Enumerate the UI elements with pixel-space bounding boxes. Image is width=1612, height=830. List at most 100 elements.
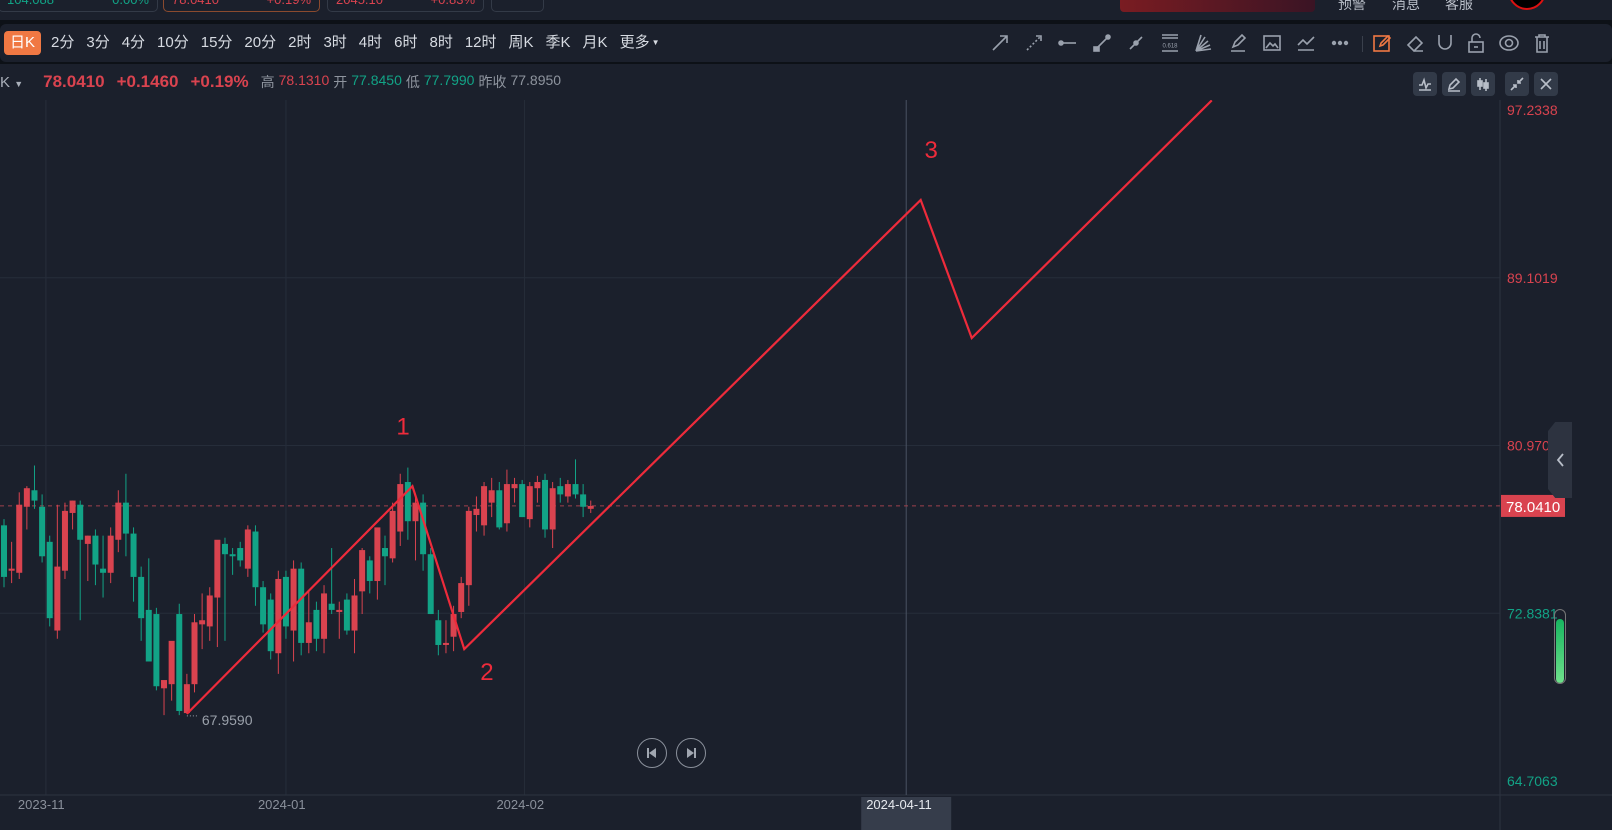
candle-body (435, 620, 442, 645)
period-tab-6[interactable]: 20分 (242, 31, 278, 55)
period-tab-5[interactable]: 15分 (199, 31, 235, 55)
line-segment-tool[interactable] (1090, 31, 1114, 55)
close-icon (1540, 78, 1552, 90)
candle-body (46, 541, 53, 619)
chart-type-button[interactable] (1471, 72, 1495, 96)
period-more-dropdown[interactable]: 更多 ▼ (618, 31, 662, 55)
candle (351, 578, 358, 654)
jump-start-button[interactable] (637, 738, 667, 768)
current-price-tag-label: 78.0410 (1506, 499, 1560, 516)
period-tab-4[interactable]: 10分 (155, 31, 191, 55)
candle-body (587, 505, 594, 509)
trash-icon (1535, 34, 1549, 53)
image-tool[interactable] (1260, 31, 1284, 55)
candle (191, 614, 198, 693)
promo-banner[interactable] (1120, 0, 1315, 12)
candle-body (511, 484, 518, 489)
candle-body (412, 502, 419, 522)
indicator-button[interactable] (1413, 72, 1437, 96)
alerts-link[interactable]: 预警 (1338, 0, 1366, 12)
period-tab-14[interactable]: 季K (544, 31, 573, 55)
period-tab-0[interactable]: 日K (4, 31, 42, 55)
period-tab-15[interactable]: 月K (581, 31, 610, 55)
support-link[interactable]: 客服 (1445, 0, 1473, 12)
candle-body (420, 502, 427, 555)
highlighter-tool[interactable] (1226, 31, 1250, 55)
candle-body (366, 560, 373, 582)
symbol-selector[interactable]: K ▼ (0, 74, 23, 91)
pencil-icon (1373, 34, 1392, 52)
period-tab-3[interactable]: 4分 (120, 31, 147, 55)
eye-tool[interactable] (1497, 31, 1521, 55)
candle-body (23, 488, 30, 507)
pencil-tool[interactable] (1370, 31, 1394, 55)
dashed-arrow-tool[interactable] (1022, 31, 1046, 55)
candle (458, 576, 465, 619)
candle-body (107, 535, 114, 573)
candle (54, 504, 61, 639)
fan-tool[interactable] (1192, 31, 1216, 55)
time-tick-label: 2024-02 (496, 797, 544, 812)
horizontal-segment-tool[interactable] (1056, 31, 1080, 55)
candle (183, 673, 190, 714)
candle-body (313, 609, 320, 639)
more-tool[interactable] (1328, 31, 1352, 55)
period-tab-11[interactable]: 8时 (427, 31, 454, 55)
trash-tool[interactable] (1530, 31, 1554, 55)
candle (496, 482, 503, 530)
fan-icon (1195, 34, 1212, 52)
trend-chart-tool[interactable] (1294, 31, 1318, 55)
candle (206, 587, 213, 641)
price-tick-label: 97.2338 (1507, 102, 1558, 118)
period-tab-2[interactable]: 3分 (84, 31, 111, 55)
add-ticker-card[interactable] (491, 0, 544, 12)
arrow-tool[interactable] (988, 31, 1012, 55)
ticker-card[interactable]: 2045.10 +0.83% (327, 0, 484, 12)
wave-label-2: 2 (480, 659, 493, 686)
period-tab-13[interactable]: 周K (507, 31, 536, 55)
period-tab-12[interactable]: 12时 (463, 31, 499, 55)
jump-end-button[interactable] (676, 738, 706, 768)
kline-chart[interactable]: 67.9590 1 2 3 97.2338 89.1019 80.9700 72.8381 64… (0, 100, 1612, 830)
candle-body (290, 568, 297, 631)
ohlc-summary: 高 78.1310 开 77.8450 低 77.7990 昨收 77.8950 (261, 72, 561, 92)
candle (511, 477, 518, 503)
candle (46, 535, 53, 627)
symbol-label: K (0, 73, 11, 91)
candle-body (549, 488, 556, 530)
close-button[interactable] (1534, 72, 1558, 96)
period-tab-1[interactable]: 2分 (49, 31, 76, 55)
candle (153, 607, 160, 691)
collapse-button[interactable] (1505, 72, 1529, 96)
period-tab-9[interactable]: 4时 (357, 31, 384, 55)
side-panel-toggle[interactable] (1548, 422, 1572, 498)
candle (526, 482, 533, 528)
ray-tool[interactable] (1124, 31, 1148, 55)
magnet-tool[interactable] (1433, 31, 1457, 55)
candle (260, 581, 267, 633)
candle (199, 593, 206, 650)
chart-canvas[interactable]: 67.9590 1 2 3 97.2338 89.1019 80.9700 72.8381 64… (0, 100, 1612, 830)
chevron-left-icon (1556, 453, 1564, 467)
candle-body (61, 510, 68, 571)
candle-body (206, 595, 213, 627)
period-label: 8时 (429, 34, 453, 51)
trend-chart-icon (1297, 36, 1315, 51)
eraser-tool[interactable] (1403, 31, 1427, 55)
period-tab-10[interactable]: 6时 (392, 31, 419, 55)
candle (298, 562, 305, 656)
ticker-card[interactable]: 104.088 0.00% (0, 0, 158, 12)
period-label: 4分 (121, 34, 146, 51)
prev-close-value: 77.8950 (510, 72, 562, 88)
unlock-tool[interactable] (1464, 31, 1488, 55)
price-tick-label: 72.8381 (1507, 605, 1558, 621)
fibonacci-tool[interactable]: 0.618 (1158, 31, 1182, 55)
candle (488, 477, 495, 518)
messages-link[interactable]: 消息 (1392, 0, 1420, 12)
draw-button[interactable] (1442, 72, 1466, 96)
fibonacci-icon: 0.618 (1162, 34, 1178, 52)
period-tab-7[interactable]: 2时 (286, 31, 313, 55)
ticker-card-active[interactable]: 78.0410 +0.19% (163, 0, 320, 12)
period-tab-8[interactable]: 3时 (321, 31, 348, 55)
avatar[interactable] (1508, 0, 1546, 10)
